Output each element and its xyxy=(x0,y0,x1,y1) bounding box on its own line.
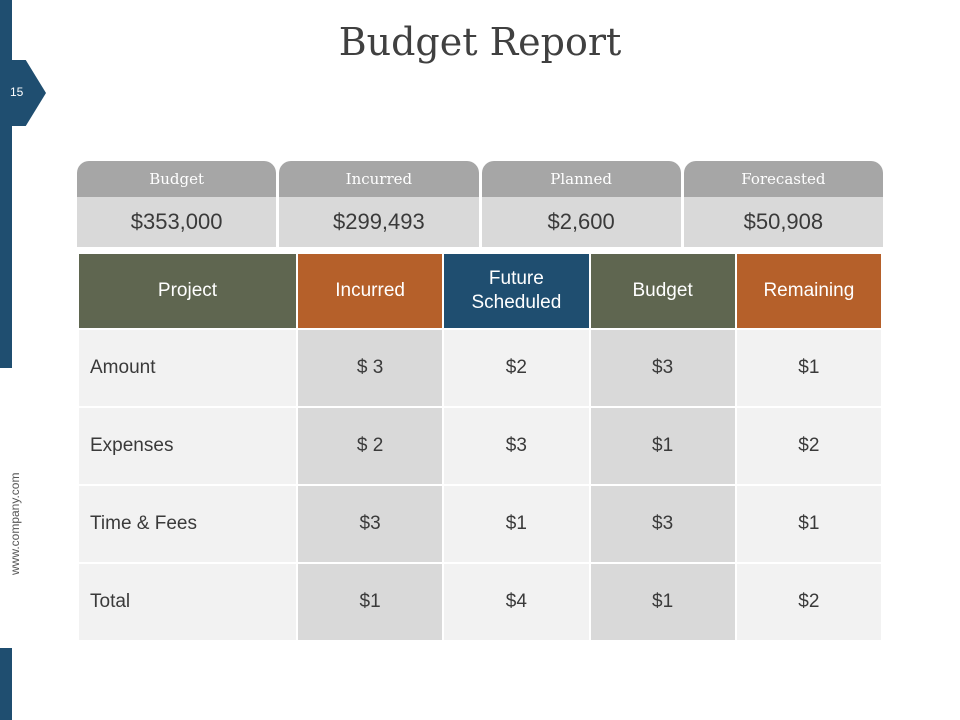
page-number: 15 xyxy=(10,85,24,99)
summary-value-planned: $2,600 xyxy=(481,197,681,247)
cell-incurred: $1 xyxy=(298,564,443,642)
table-row: Time & Fees $3 $1 $3 $1 xyxy=(79,486,881,564)
header-budget: Budget xyxy=(590,254,735,330)
row-label: Total xyxy=(79,564,296,642)
cell-future-scheduled: $2 xyxy=(444,330,589,408)
cell-budget: $3 xyxy=(590,330,735,408)
cell-incurred: $ 2 xyxy=(298,408,443,486)
cell-remaining: $2 xyxy=(736,408,881,486)
cell-future-scheduled: $3 xyxy=(444,408,589,486)
header-remaining: Remaining xyxy=(736,254,881,330)
website-label: www.company.com xyxy=(8,472,22,575)
table-row: Total $1 $4 $1 $2 xyxy=(79,564,881,642)
cell-remaining: $1 xyxy=(736,330,881,408)
summary-tab-budget: Budget xyxy=(77,161,277,197)
cell-remaining: $1 xyxy=(736,486,881,564)
summary-value-budget: $353,000 xyxy=(77,197,277,247)
summary-values: $353,000 $299,493 $2,600 $50,908 xyxy=(77,197,883,247)
sidebar-accent-bar-bottom xyxy=(0,648,12,720)
row-label: Time & Fees xyxy=(79,486,296,564)
summary-tab-incurred: Incurred xyxy=(279,161,479,197)
summary-panel: Budget Incurred Planned Forecasted $353,… xyxy=(77,161,883,247)
summary-tab-planned: Planned xyxy=(481,161,681,197)
cell-incurred: $ 3 xyxy=(298,330,443,408)
cell-future-scheduled: $4 xyxy=(444,564,589,642)
header-incurred: Incurred xyxy=(298,254,443,330)
summary-tabs: Budget Incurred Planned Forecasted xyxy=(77,161,883,197)
cell-budget: $1 xyxy=(590,408,735,486)
cell-budget: $1 xyxy=(590,564,735,642)
cell-incurred: $3 xyxy=(298,486,443,564)
row-label: Expenses xyxy=(79,408,296,486)
cell-budget: $3 xyxy=(590,486,735,564)
table-row: Expenses $ 2 $3 $1 $2 xyxy=(79,408,881,486)
summary-value-forecasted: $50,908 xyxy=(683,197,883,247)
budget-table: Project Incurred Future Scheduled Budget… xyxy=(77,254,883,642)
summary-value-incurred: $299,493 xyxy=(279,197,479,247)
cell-remaining: $2 xyxy=(736,564,881,642)
cell-future-scheduled: $1 xyxy=(444,486,589,564)
summary-tab-forecasted: Forecasted xyxy=(683,161,883,197)
table-row: Amount $ 3 $2 $3 $1 xyxy=(79,330,881,408)
row-label: Amount xyxy=(79,330,296,408)
slide-title: Budget Report xyxy=(338,20,622,64)
header-future-scheduled: Future Scheduled xyxy=(444,254,589,330)
table-header-row: Project Incurred Future Scheduled Budget… xyxy=(79,254,881,330)
header-project: Project xyxy=(79,254,296,330)
